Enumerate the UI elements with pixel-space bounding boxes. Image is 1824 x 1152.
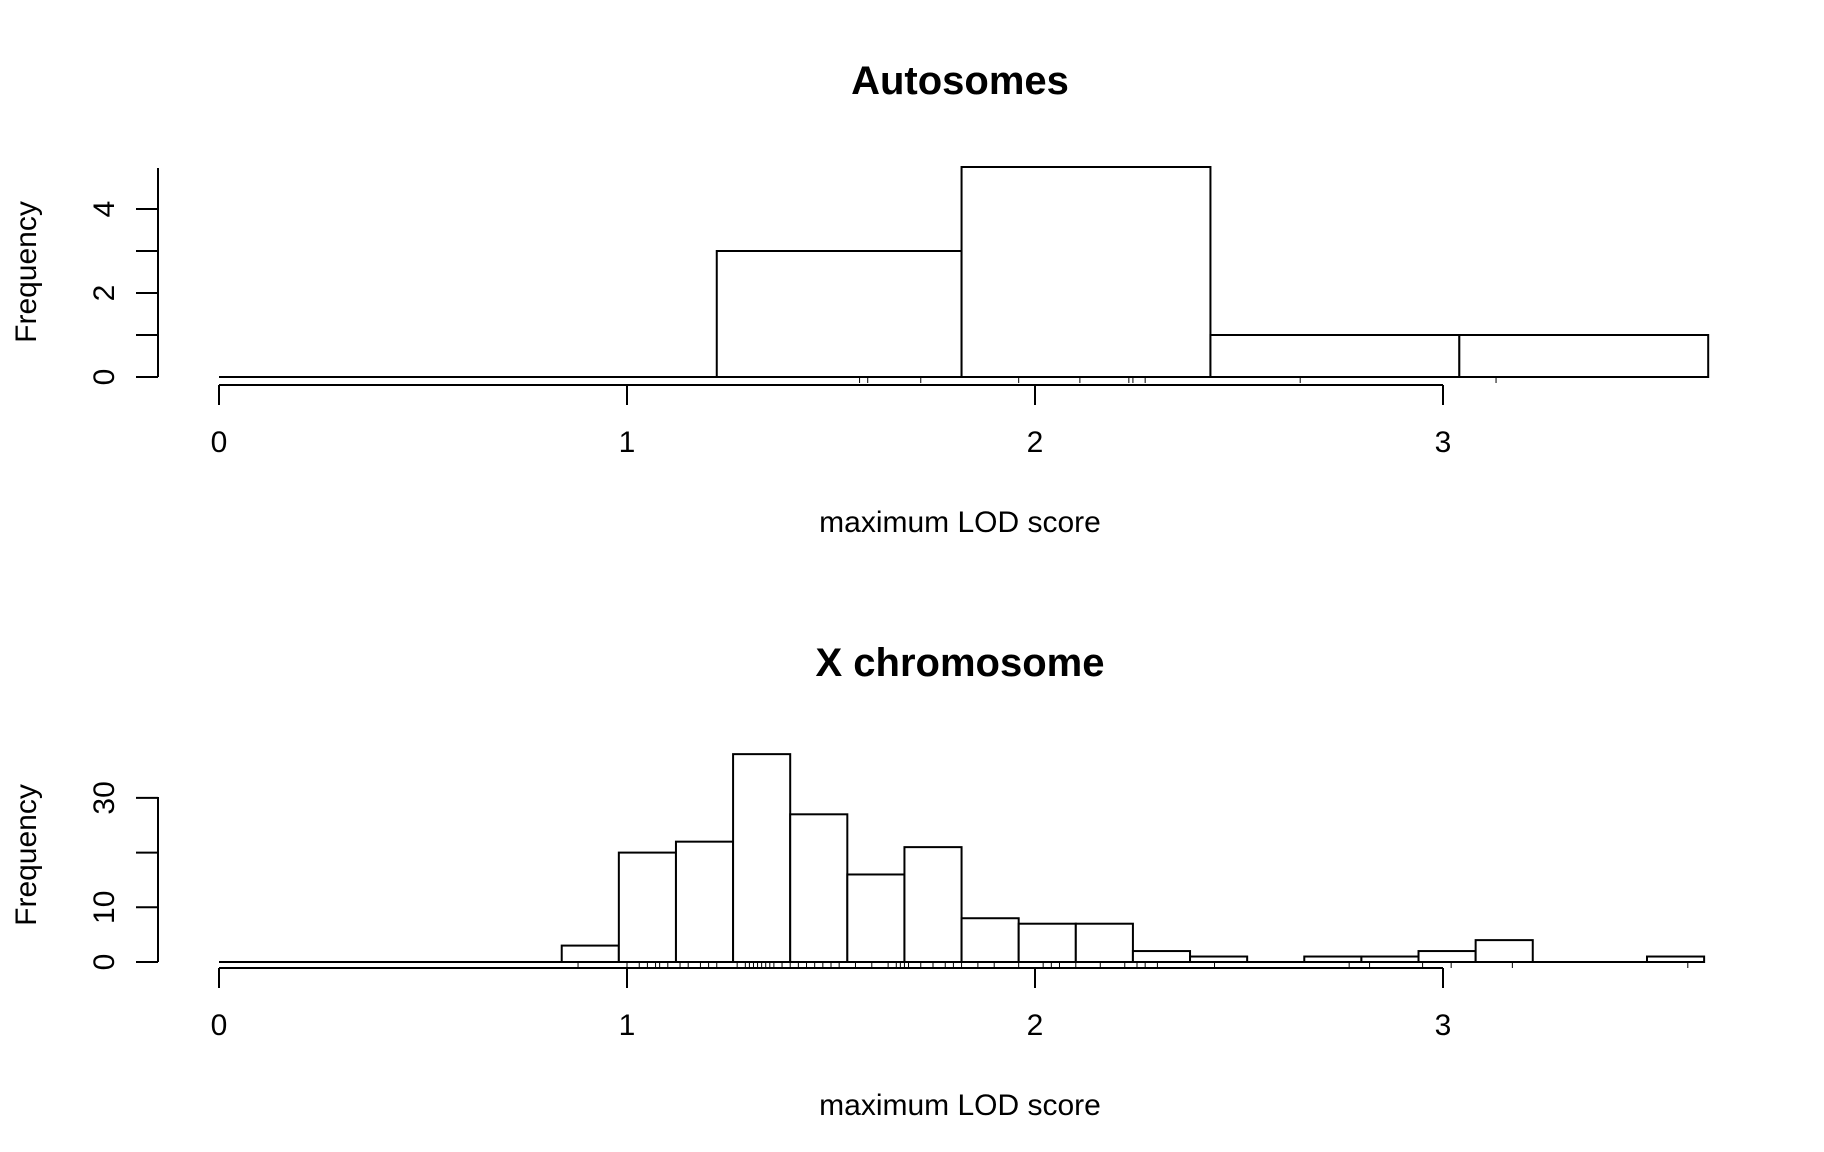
x-tick-label: 3 <box>1435 1009 1452 1042</box>
x-axis: 0 1 2 3 <box>211 967 1452 1042</box>
x-tick-label: 1 <box>619 426 636 459</box>
y-tick-label: 2 <box>88 285 121 302</box>
y-axis-label: Frequency <box>10 784 43 926</box>
histogram-bar <box>732 753 792 964</box>
x-axis-label: maximum LOD score <box>819 1089 1101 1122</box>
x-axis: 0 1 2 3 <box>211 384 1452 459</box>
y-tick-label: 4 <box>88 201 121 218</box>
histogram-bar <box>1131 950 1192 963</box>
histogram-bar <box>1458 334 1710 378</box>
histogram-bar <box>1017 922 1077 964</box>
y-axis: 0 10 30 <box>88 781 159 971</box>
chart-title: X chromosome <box>816 641 1105 685</box>
y-axis: 0 2 4 <box>88 168 159 386</box>
histogram-bar <box>617 851 677 963</box>
y-tick-label: 0 <box>88 954 121 971</box>
x-chromosome-panel: X chromosome Frequency maximum LOD score… <box>10 641 1706 1122</box>
x-tick-label: 2 <box>1027 1009 1044 1042</box>
y-tick-label: 10 <box>88 891 121 924</box>
histogram-bar <box>715 250 963 378</box>
x-tick-label: 3 <box>1435 426 1452 459</box>
histogram-bar <box>789 813 849 963</box>
y-tick-label: 0 <box>88 369 121 386</box>
histogram-bar <box>960 917 1020 963</box>
histogram-bar <box>846 873 906 963</box>
x-tick-label: 0 <box>211 1009 228 1042</box>
y-tick-label: 30 <box>88 781 121 814</box>
histogram-bar <box>1360 955 1420 964</box>
histogram-bar <box>1417 950 1477 963</box>
histogram-bar <box>674 840 735 963</box>
y-axis-label: Frequency <box>10 201 43 343</box>
histogram-bar <box>960 166 1212 378</box>
bars <box>219 166 1710 378</box>
histogram-bar <box>1474 939 1534 963</box>
chart-title: Autosomes <box>851 59 1069 103</box>
autosomes-panel: Autosomes Frequency maximum LOD score 0 2… <box>10 59 1710 539</box>
bars <box>219 753 1706 964</box>
x-tick-label: 0 <box>211 426 228 459</box>
histogram-bar <box>560 944 620 964</box>
x-tick-label: 2 <box>1027 426 1044 459</box>
x-axis-label: maximum LOD score <box>819 506 1101 539</box>
histogram-bar <box>1303 955 1363 964</box>
histogram-bar <box>1646 955 1706 964</box>
histogram-bar <box>1189 955 1249 964</box>
x-tick-label: 1 <box>619 1009 636 1042</box>
histogram-bar <box>1074 922 1134 964</box>
histogram-bar <box>1209 334 1461 378</box>
histogram-bar <box>903 846 963 964</box>
rug-marks <box>859 377 1497 383</box>
